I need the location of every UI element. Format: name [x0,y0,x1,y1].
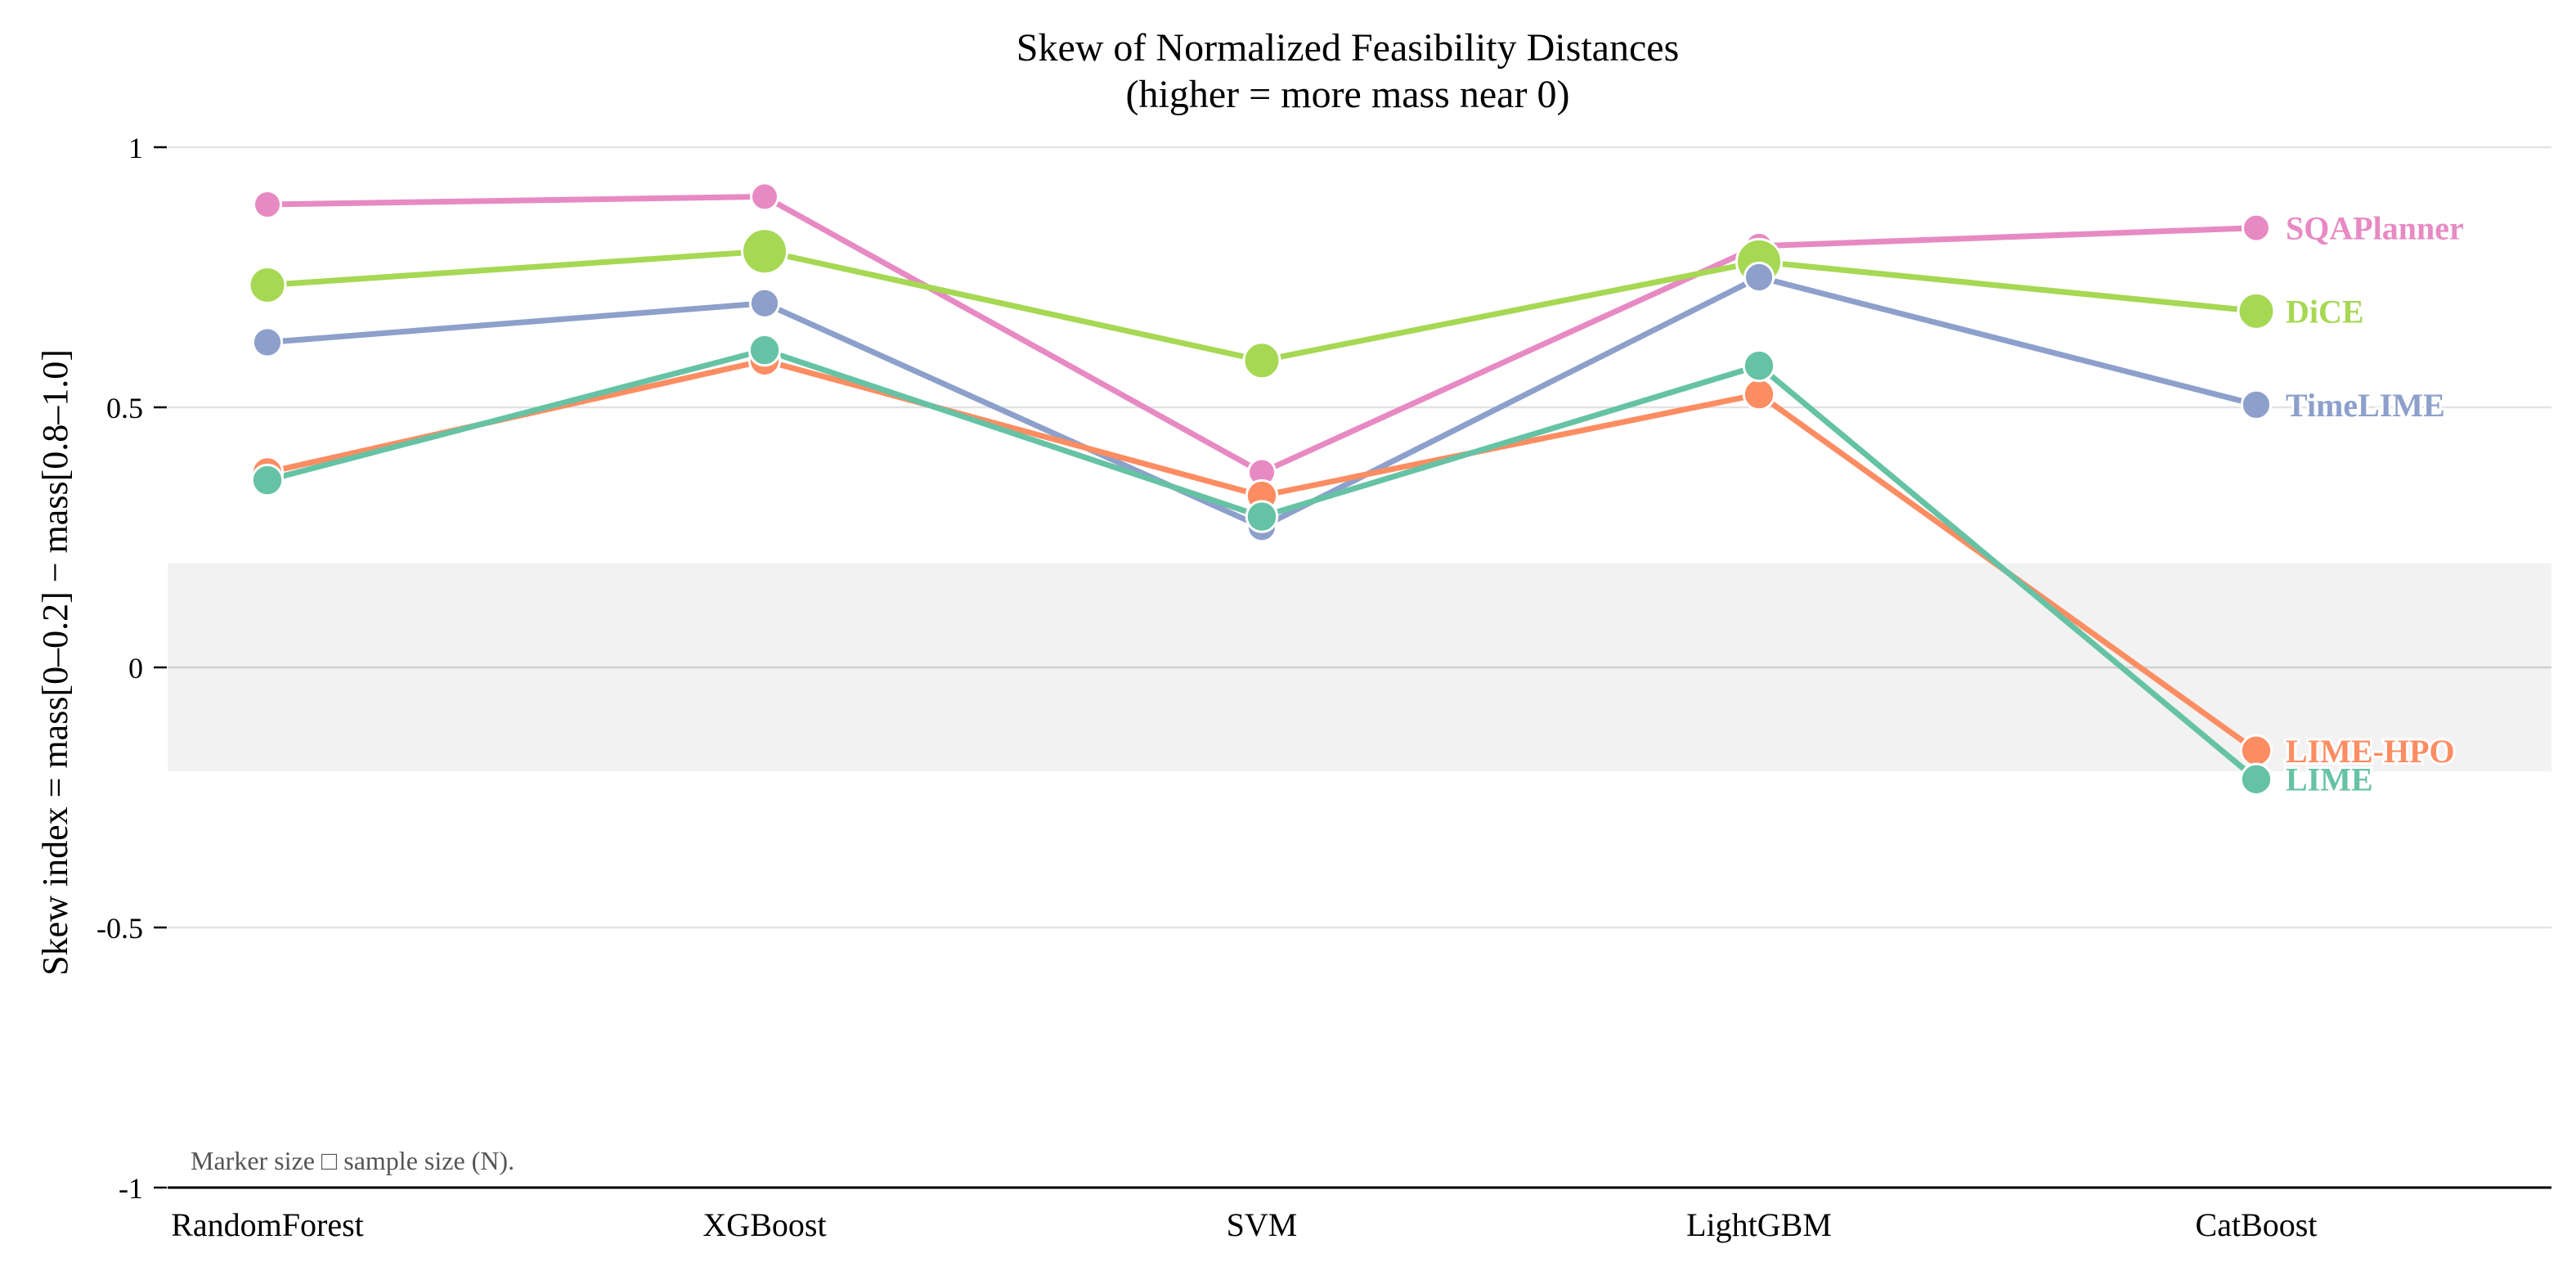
series-points-layer [248,182,2276,796]
data-point [2239,762,2273,796]
chart-title: Skew of Normalized Feasibility Distances [1016,26,1680,70]
y-tick-label: -0.5 [96,912,143,945]
data-point [251,326,284,358]
series-end-label: SQAPlanner [2286,210,2464,247]
series-end-label: TimeLIME [2286,387,2445,424]
series-end-label: DiCE [2286,293,2364,330]
data-point [253,189,282,219]
data-point [748,287,781,319]
data-point [750,182,779,212]
y-tick-label: 0.5 [106,392,143,424]
data-point [2240,388,2273,420]
y-tick-label: 1 [128,132,143,164]
data-point [747,333,782,367]
data-point [1242,341,1281,380]
x-tick-label: SVM [1227,1206,1298,1243]
axes-layer: 1 0.5 0 -0.5 -1 RandomForest XGBoost SVM LightGB… [96,132,2551,1243]
data-point [1743,261,1775,294]
y-tick-label: 0 [128,652,143,685]
x-tick-label: RandomForest [171,1206,364,1243]
data-point [2237,291,2276,330]
marker-size-note: Marker size □ sample size (N). [191,1146,514,1175]
data-point [1742,348,1776,383]
data-point [2242,213,2271,243]
x-tick-label: LightGBM [1686,1206,1832,1243]
data-point [248,266,287,305]
data-point [2239,734,2273,767]
data-point [1245,500,1279,533]
data-point [250,463,285,497]
data-point [1742,377,1776,411]
x-tick-label: XGBoost [702,1206,826,1243]
chart-subtitle: (higher = more mass near 0) [1126,73,1570,116]
series-end-label: LIME [2286,761,2373,798]
x-tick-label: CatBoost [2196,1206,2318,1243]
gridlines-layer [168,146,2551,929]
data-point [741,227,788,276]
y-tick-label: -1 [119,1172,143,1205]
y-axis-label: Skew index = mass[0–0.2] − mass[0.8–1.0] [35,349,75,976]
series-end-label: LIME-HPO [2286,733,2455,770]
series-line [264,193,2260,475]
